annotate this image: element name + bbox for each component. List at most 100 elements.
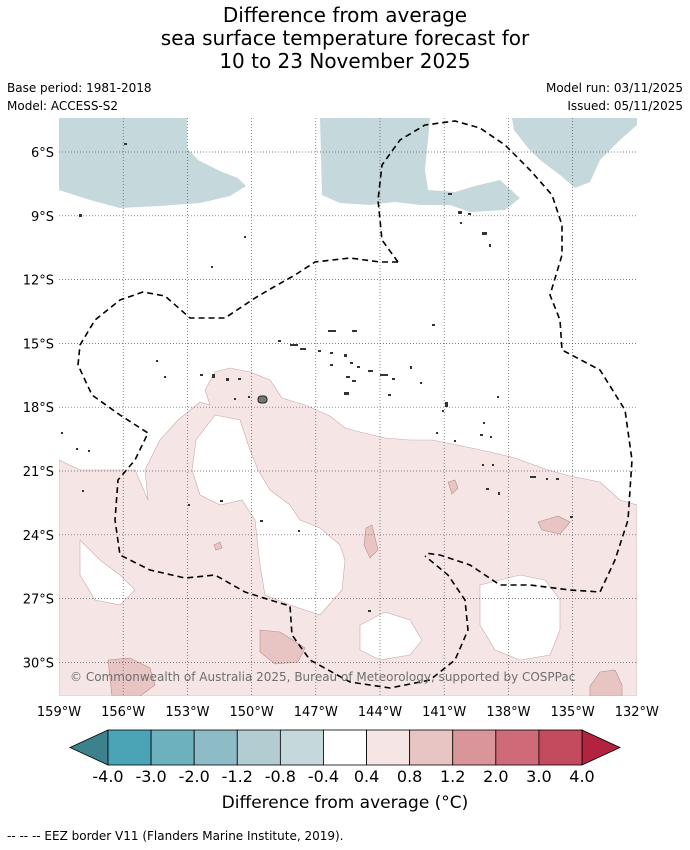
island [460, 222, 462, 224]
warm-patch-3 [363, 524, 379, 559]
longitude-label: 156°W [101, 705, 145, 720]
latitude-label: 24°S [23, 529, 54, 544]
title-line-3: 10 to 23 November 2025 [219, 49, 471, 73]
warm-patch-5 [447, 479, 459, 495]
model-run-text: Model run: 03/11/2025 [545, 81, 683, 95]
longitude-label: 138°W [486, 705, 530, 720]
island [454, 440, 456, 442]
colorbar-segment [279, 729, 324, 766]
colorbar-segment [495, 729, 540, 766]
colorbar-tick-label: -2.0 [179, 767, 210, 786]
island [244, 236, 246, 238]
island [546, 478, 548, 480]
cool-anomaly-region-west [59, 118, 246, 208]
island [486, 488, 489, 490]
colorbar-tick-label: -3.0 [135, 767, 166, 786]
latitude-label: 30°S [23, 656, 54, 671]
island [234, 398, 236, 400]
eez-border-kiribati [377, 120, 633, 593]
island [79, 214, 82, 217]
island [380, 374, 388, 376]
colorbar-extension-low [69, 729, 109, 766]
colorbar-tick-label: 4.0 [569, 767, 594, 786]
island [448, 193, 452, 195]
island [458, 211, 462, 214]
island [483, 422, 485, 424]
island [164, 376, 166, 378]
island [298, 530, 300, 532]
latitude-label: 15°S [23, 337, 54, 352]
island [260, 520, 263, 522]
map-plot-area: © Commonwealth of Australia 2025, Bureau… [59, 118, 637, 696]
island [226, 378, 229, 381]
island [490, 436, 492, 438]
island [248, 396, 250, 398]
island [318, 350, 321, 352]
island [88, 450, 90, 452]
warm-anomaly-region [59, 367, 637, 696]
island [352, 380, 356, 382]
island [410, 366, 412, 369]
colorbar-extension-high [581, 729, 621, 766]
latitude-label: 21°S [23, 465, 54, 480]
island [570, 516, 573, 518]
base-period-text: Base period: 1981-2018 [7, 81, 152, 95]
island [330, 364, 333, 366]
island [211, 266, 213, 268]
colorbar-segment [366, 729, 411, 766]
island [357, 366, 360, 368]
island [124, 143, 127, 145]
colorbar-label: Difference from average (°C) [221, 793, 469, 813]
island [482, 232, 487, 235]
title-line-2: sea surface temperature forecast for [160, 26, 530, 50]
colorbar-segment [107, 729, 152, 766]
colorbar-tick-labels: -4.0 -3.0 -2.0 -1.2 -0.8 -0.4 0.4 0.8 1.2 2.0 3.0 4… [92, 767, 594, 786]
island [278, 340, 281, 342]
latitude-label: 9°S [31, 210, 54, 225]
island [482, 464, 484, 466]
colorbar-tick-label: 0.4 [354, 767, 379, 786]
island [352, 330, 357, 332]
island [350, 362, 353, 364]
island [497, 396, 499, 398]
island [436, 432, 438, 434]
island [442, 410, 444, 412]
colorbar-segment [193, 729, 238, 766]
island [498, 492, 500, 495]
island [420, 382, 422, 384]
island [344, 392, 349, 395]
warm-patch-1 [259, 629, 306, 665]
title-line-1: Difference from average [222, 3, 468, 27]
island [330, 352, 333, 354]
latitude-label: 6°S [31, 146, 54, 161]
island [61, 432, 63, 434]
island [212, 374, 215, 378]
chart-title: Difference from average sea surface temp… [0, 4, 690, 73]
longitude-label: 150°W [230, 705, 274, 720]
island [388, 394, 391, 396]
cool-anomaly-region-east [320, 118, 520, 212]
colorbar-tick-label: 1.2 [440, 767, 465, 786]
colorbar-tick-label: -1.2 [222, 767, 253, 786]
colorbar-tick-label: 2.0 [483, 767, 508, 786]
colorbar-segment [323, 729, 367, 766]
island [290, 344, 298, 346]
island [556, 478, 559, 480]
colorbar-tick-label: -0.4 [308, 767, 339, 786]
island [530, 476, 536, 478]
gridlines [59, 118, 637, 696]
latitude-label: 27°S [23, 593, 54, 608]
longitude-label: 132°W [615, 705, 659, 720]
island [188, 504, 190, 506]
colorbar-segment [538, 729, 583, 766]
longitude-label: 135°W [551, 705, 595, 720]
warm-patch-7 [213, 541, 223, 551]
longitude-axis: 159°W 156°W 153°W 150°W 147°W 144°W 141°W 138°W… [37, 705, 659, 720]
model-text: Model: ACCESS-S2 [7, 99, 119, 113]
colorbar: -4.0 -3.0 -2.0 -1.2 -0.8 -0.4 0.4 0.8 1.2 2.0 3.0 4… [69, 729, 621, 786]
longitude-label: 153°W [165, 705, 209, 720]
island [156, 360, 158, 362]
longitude-label: 144°W [358, 705, 402, 720]
eez-borders [77, 120, 633, 689]
colorbar-tick-label: -4.0 [92, 767, 123, 786]
